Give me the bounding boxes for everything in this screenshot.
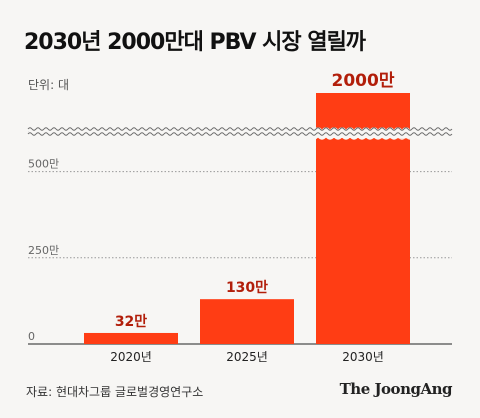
- bar-value-label: 32만: [115, 314, 147, 330]
- axis-break-layer: [26, 123, 455, 140]
- bar: [200, 299, 294, 344]
- bar-value-label: 130만: [226, 280, 268, 296]
- bar-value-label: 2000만: [332, 71, 395, 91]
- x-tick-label: 2025년: [226, 350, 268, 364]
- unit-label: 단위: 대: [28, 78, 69, 92]
- x-tick-label: 2030년: [342, 350, 384, 364]
- axis-break-line: [27, 127, 453, 131]
- chart-title: 2030년 2000만대 PBV 시장 열릴까: [24, 30, 366, 55]
- axis-break-line: [27, 132, 453, 136]
- brand-logo: The JoongAng: [339, 380, 453, 398]
- y-tick-label: 500만: [28, 158, 59, 171]
- y-tick-label: 250만: [28, 244, 59, 257]
- x-tick-label: 2020년: [110, 350, 152, 364]
- source-note: 자료: 현대차그룹 글로벌경영연구소: [26, 385, 204, 399]
- y-tick-label: 0: [28, 330, 35, 343]
- bar: [84, 332, 178, 344]
- labels-layer: 32만 2020년 130만 2025년 2000만 2030년: [110, 71, 395, 364]
